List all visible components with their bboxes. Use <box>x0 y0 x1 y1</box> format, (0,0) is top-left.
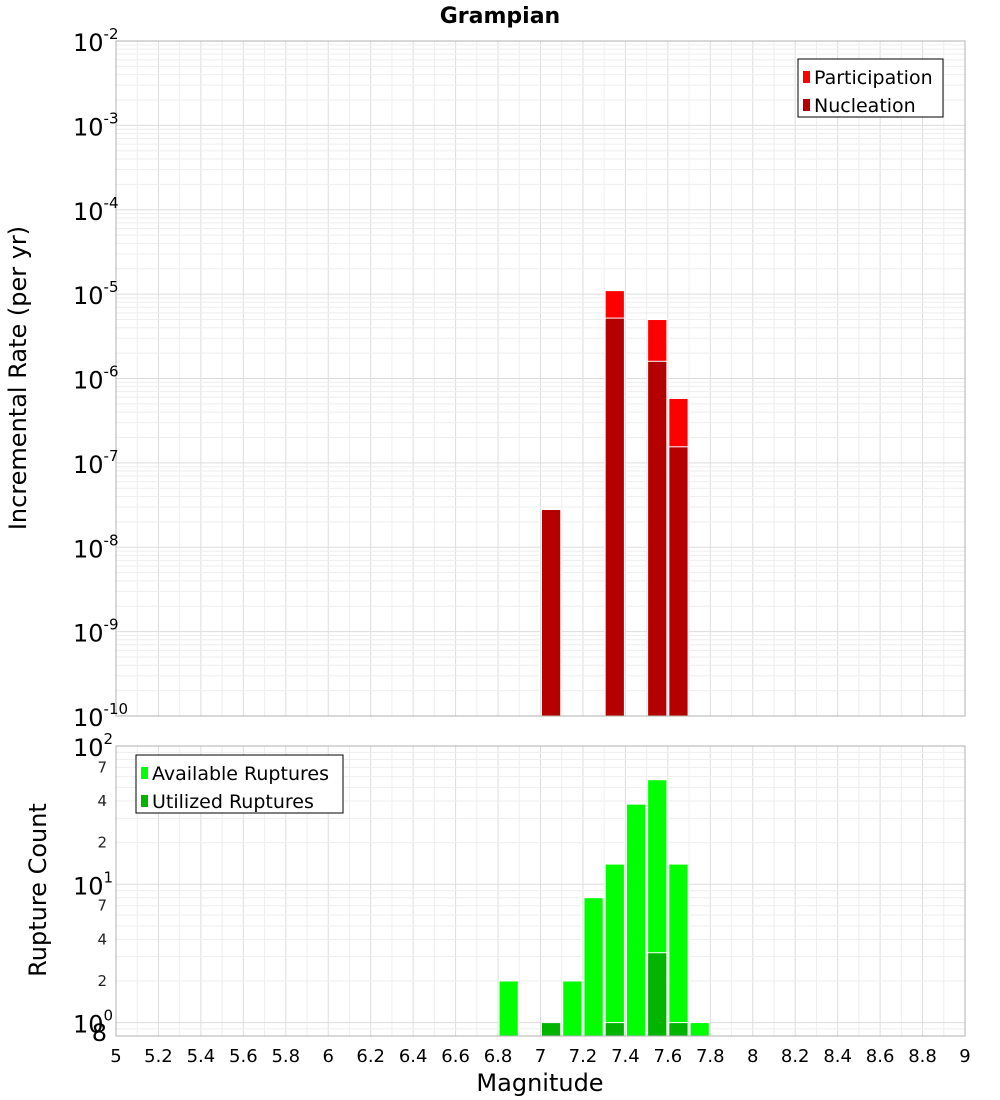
x-tick-label: 8 <box>747 1046 758 1067</box>
legend-entry-label: Nucleation <box>814 95 916 117</box>
legend-entry-label: Participation <box>814 67 933 89</box>
top-y-tick-label: 10-7 <box>73 447 119 479</box>
x-tick-label: 5 <box>110 1046 121 1067</box>
available-ruptures-bar <box>562 980 583 1037</box>
legend-swatch <box>141 767 148 779</box>
x-tick-label: 8.2 <box>781 1046 810 1067</box>
top-plot-border <box>115 40 966 717</box>
legend-entry-label: Utilized Ruptures <box>152 791 314 813</box>
bottom-y-minor-tick-label: 7 <box>97 758 107 776</box>
top-y-tick-label: 10-3 <box>73 109 119 141</box>
bottom-legend-box <box>135 754 344 814</box>
available-ruptures-bar <box>498 980 519 1037</box>
bottom-y-tick-label: 100 <box>73 1007 113 1039</box>
x-tick-label: 7 <box>535 1046 546 1067</box>
nucleation-bar <box>668 446 689 717</box>
nucleation-bar <box>604 317 625 717</box>
top-legend: Participation Nucleation <box>797 58 944 118</box>
bottom-y-minor-tick-label: 8 <box>92 1019 107 1047</box>
nucleation-bar <box>541 509 562 717</box>
top-y-tick-label: 10-2 <box>73 25 119 57</box>
x-axis-label: Magnitude <box>476 1069 603 1097</box>
bottom-y-tick-label: 102 <box>73 730 113 762</box>
nucleation-bar <box>647 360 668 717</box>
x-tick-label: 7.6 <box>654 1046 683 1067</box>
bottom-legend: Available Ruptures Utilized Ruptures <box>135 754 344 814</box>
available-ruptures-bar <box>625 803 647 1037</box>
utilized-ruptures-bar <box>604 1022 625 1037</box>
utilized-ruptures-bar <box>647 952 668 1037</box>
x-tick-label: 8.6 <box>866 1046 895 1067</box>
legend-swatch <box>141 795 148 807</box>
utilized-ruptures-bar <box>668 1022 689 1037</box>
available-ruptures-bar <box>689 1022 710 1037</box>
bottom-y-axis-label: Rupture Count <box>24 803 52 977</box>
top-y-tick-label: 10-6 <box>73 363 119 395</box>
available-ruptures-bar <box>604 863 625 1037</box>
bottom-y-minor-tick-label: 4 <box>97 792 107 810</box>
top-y-axis-label: Incremental Rate (per yr) <box>4 226 32 530</box>
x-tick-label: 5.8 <box>271 1046 300 1067</box>
x-tick-label: 5.2 <box>144 1046 173 1067</box>
x-tick-label: 8.8 <box>908 1046 937 1067</box>
top-y-tick-label: 10-4 <box>73 194 119 226</box>
top-legend-box <box>797 58 944 118</box>
top-y-tick-label: 10-8 <box>73 531 119 563</box>
x-tick-label: 7.4 <box>611 1046 640 1067</box>
bottom-y-minor-tick-label: 2 <box>97 972 107 990</box>
chart-title: Grampian <box>440 4 560 29</box>
utilized-ruptures-bar <box>541 1022 562 1037</box>
x-tick-label: 5.6 <box>229 1046 258 1067</box>
x-tick-label: 9 <box>959 1046 970 1067</box>
top-y-tick-label: 10-10 <box>73 700 128 732</box>
x-tick-label: 7.8 <box>696 1046 725 1067</box>
bottom-plot-border <box>115 745 966 1037</box>
available-ruptures-bar <box>583 897 604 1037</box>
x-tick-label: 6 <box>323 1046 334 1067</box>
x-tick-label: 6.8 <box>484 1046 513 1067</box>
top-y-tick-label: 10-9 <box>73 616 119 648</box>
bottom-y-minor-tick-label: 7 <box>97 897 107 915</box>
x-tick-label: 5.4 <box>187 1046 216 1067</box>
legend-swatch <box>803 99 810 111</box>
legend-swatch <box>803 71 810 83</box>
x-tick-label: 6.6 <box>441 1046 470 1067</box>
available-ruptures-bar <box>668 863 689 1037</box>
x-tick-label: 7.2 <box>569 1046 598 1067</box>
bottom-y-minor-tick-label: 2 <box>97 834 107 852</box>
x-tick-label: 6.2 <box>356 1046 385 1067</box>
top-y-tick-label: 10-5 <box>73 278 119 310</box>
bottom-y-tick-label: 101 <box>73 868 113 900</box>
legend-entry-label: Available Ruptures <box>152 763 329 785</box>
x-tick-label: 6.4 <box>399 1046 428 1067</box>
bottom-y-minor-tick-label: 4 <box>97 930 107 948</box>
x-tick-label: 8.4 <box>823 1046 852 1067</box>
